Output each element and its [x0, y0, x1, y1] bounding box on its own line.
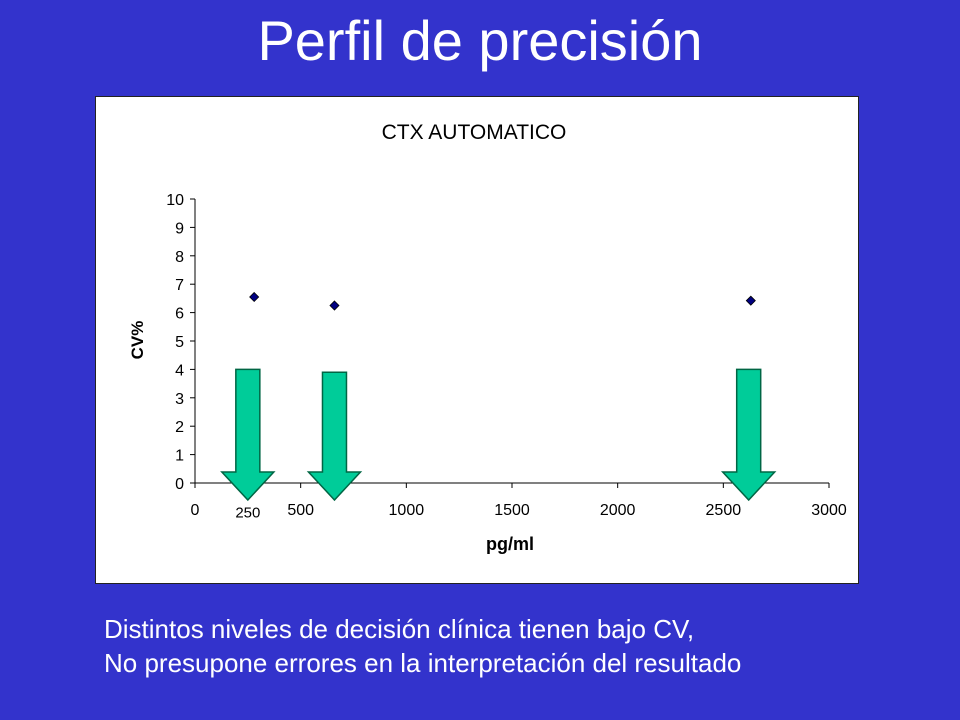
down-arrow — [306, 371, 363, 502]
y-tick-label: 5 — [175, 334, 184, 351]
annotation-label: 250 — [235, 504, 260, 521]
y-tick-label: 9 — [175, 220, 184, 237]
slide-title: Perfil de precisión — [257, 9, 703, 72]
data-point — [329, 300, 340, 311]
x-tick-label: 1000 — [389, 502, 425, 519]
y-tick-label: 6 — [175, 306, 184, 323]
chart-title: CTX AUTOMATICO — [382, 121, 567, 144]
x-tick-label: 500 — [287, 502, 314, 519]
caption-line-1: Distintos niveles de decisión clínica ti… — [104, 614, 695, 644]
x-tick-label: 1500 — [494, 502, 530, 519]
chart-panel: CTX AUTOMATICO CV% pg/ml 0 1 2 3 4 5 6 7 8 9 10 0 50… — [95, 96, 859, 584]
chart-svg: CTX AUTOMATICO CV% pg/ml 0 1 2 3 4 5 6 7 8 9 10 0 50… — [128, 121, 847, 554]
y-tick-label: 0 — [175, 476, 184, 493]
caption: Distintos niveles de decisión clínica ti… — [104, 612, 741, 680]
data-points — [249, 291, 756, 311]
data-point — [745, 295, 756, 306]
x-tick-label: 3000 — [811, 502, 847, 519]
arrow-annotations — [220, 368, 777, 502]
x-tick-label: 2500 — [706, 502, 742, 519]
y-tick-label: 1 — [175, 448, 184, 465]
caption-line-2: No presupone errores en la interpretació… — [104, 648, 742, 678]
x-axis-label: pg/ml — [486, 534, 534, 554]
data-point — [249, 291, 260, 303]
text-annotations: 250 — [235, 504, 260, 521]
y-tick-label: 7 — [175, 277, 184, 294]
x-tick-label: 0 — [191, 502, 200, 519]
y-tick-label: 3 — [175, 391, 184, 408]
y-axis-label: CV% — [128, 321, 147, 360]
down-arrow — [220, 368, 276, 502]
axes: 0 1 2 3 4 5 6 7 8 9 10 0 500 1000 1500 2000 2500 3000 — [166, 192, 847, 519]
x-tick-label: 2000 — [600, 502, 636, 519]
down-arrow — [720, 368, 777, 502]
y-tick-label: 2 — [175, 419, 184, 436]
y-tick-label: 4 — [175, 362, 184, 379]
y-tick-label: 10 — [166, 192, 184, 209]
y-tick-label: 8 — [175, 249, 184, 266]
